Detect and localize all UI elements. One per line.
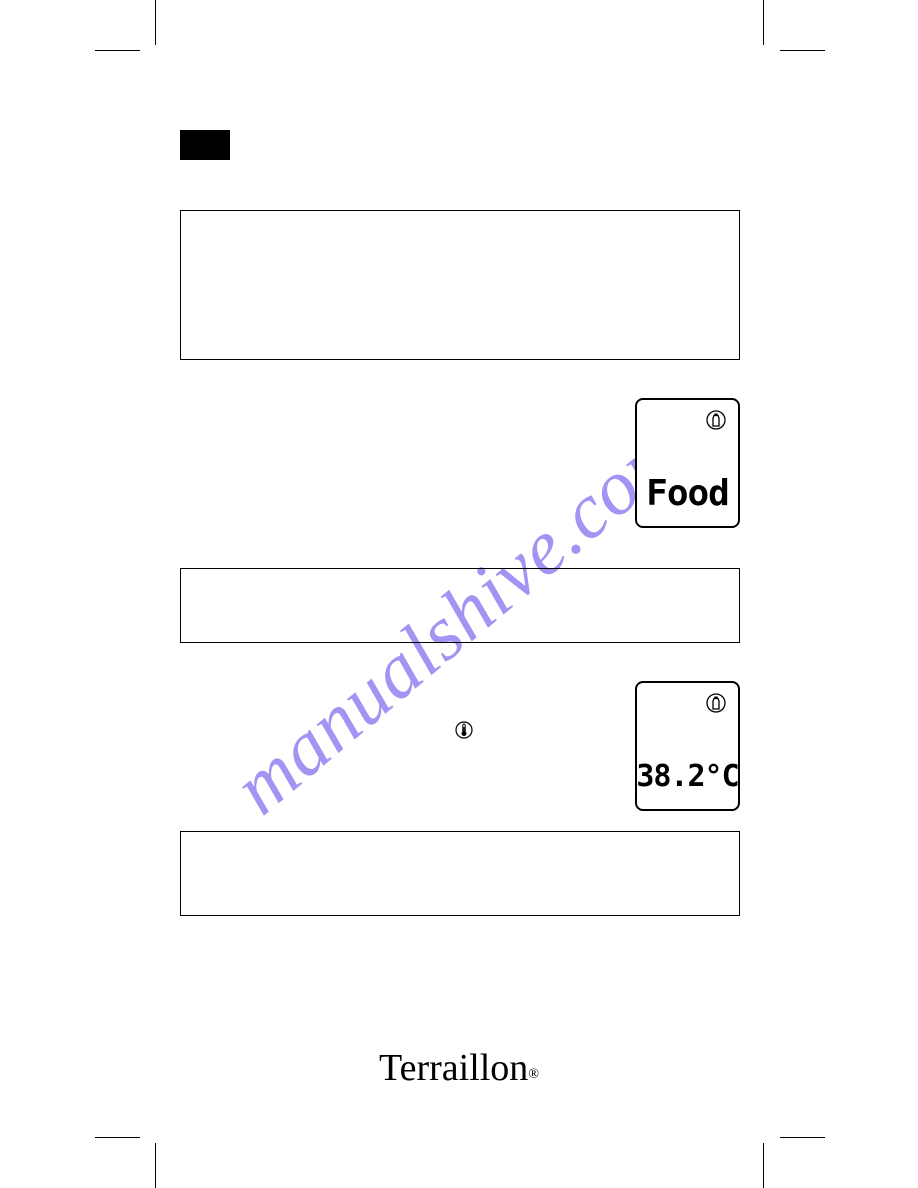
crop-mark (780, 1137, 825, 1138)
language-badge (180, 130, 230, 160)
lcd-display-food: Food (635, 398, 740, 528)
display-reading-food: Food (643, 471, 732, 516)
info-box-1 (180, 210, 740, 360)
bottle-icon (706, 693, 726, 718)
registered-mark: ® (528, 1067, 539, 1082)
crop-mark (95, 50, 140, 51)
thermometer-icon (455, 721, 473, 744)
crop-mark (763, 0, 764, 45)
display-reading-temp: 38.2°C (643, 754, 732, 799)
lcd-display-temp: 38.2°C (635, 681, 740, 811)
info-box-2 (180, 568, 740, 643)
brand-logo: Terraillon® (379, 1046, 539, 1090)
brand-name: Terraillon (379, 1047, 528, 1089)
bottle-icon (706, 410, 726, 435)
inline-row: 38.2°C (180, 681, 740, 811)
display-icon-row (643, 410, 732, 434)
crop-mark (763, 1143, 764, 1188)
crop-mark (95, 1137, 140, 1138)
page-content: Food 38.2 (180, 130, 740, 934)
crop-mark (155, 1143, 156, 1188)
crop-mark (780, 50, 825, 51)
crop-mark (155, 0, 156, 45)
info-box-3 (180, 831, 740, 916)
display-icon-row (643, 693, 732, 717)
